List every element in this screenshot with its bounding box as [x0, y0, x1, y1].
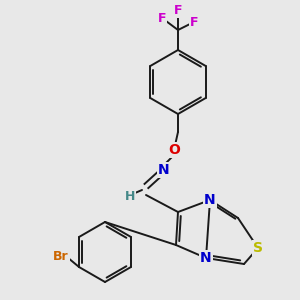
Text: N: N: [158, 163, 170, 177]
Text: N: N: [200, 251, 212, 265]
Text: F: F: [190, 16, 198, 29]
Text: S: S: [253, 241, 263, 255]
Text: F: F: [174, 4, 182, 16]
Text: N: N: [204, 193, 216, 207]
Text: H: H: [125, 190, 135, 202]
Text: F: F: [158, 13, 166, 26]
Text: Br: Br: [53, 250, 69, 263]
Text: O: O: [168, 143, 180, 157]
